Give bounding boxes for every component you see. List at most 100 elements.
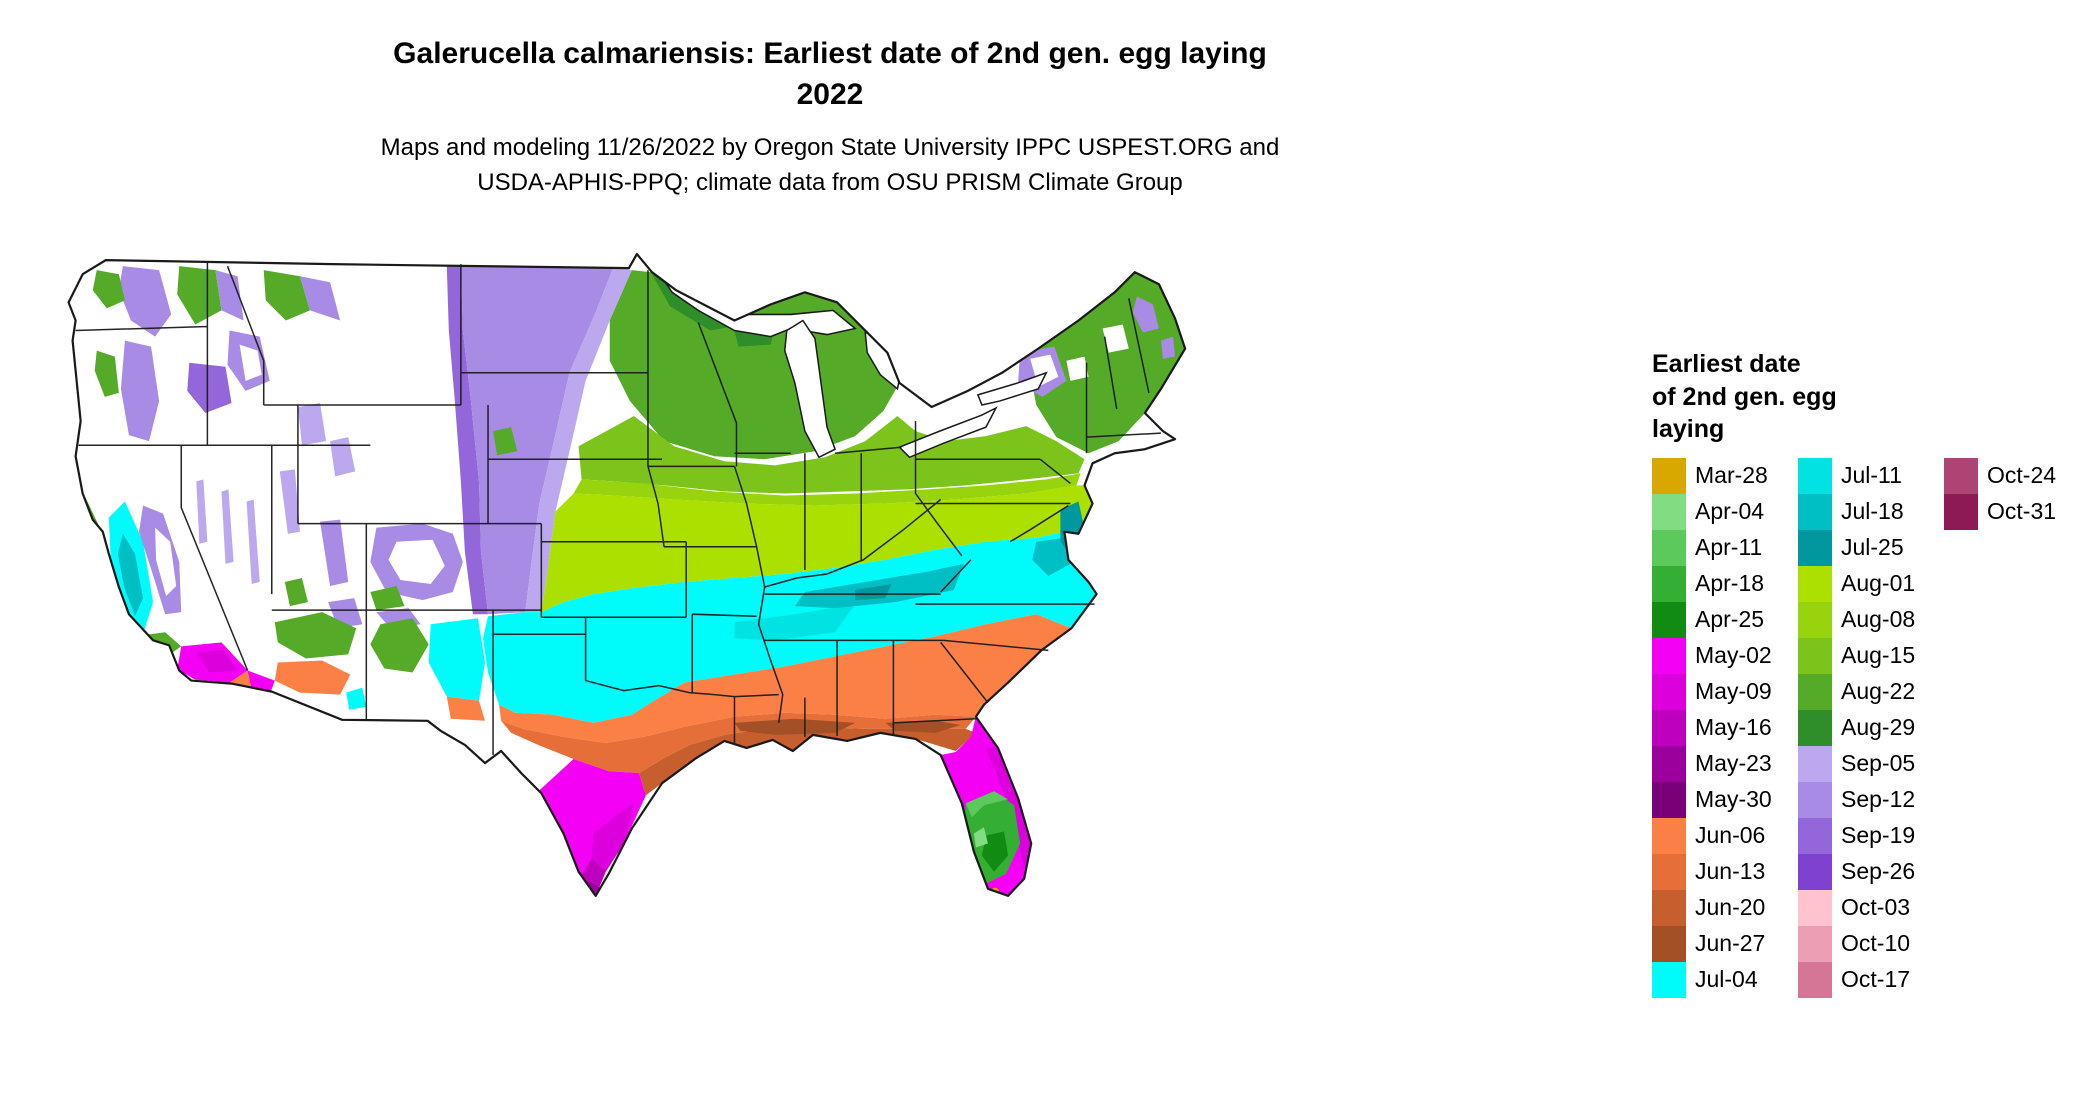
map-region-shape <box>239 344 262 381</box>
legend-swatch <box>1652 853 1686 890</box>
map-region-shape <box>573 473 1081 506</box>
map-region-shape <box>1102 324 1129 353</box>
map-region-shape <box>638 726 976 796</box>
legend-entry: Sep-19 <box>1798 817 1944 854</box>
map-region-shape <box>92 270 125 309</box>
legend-label: Aug-22 <box>1841 678 1916 704</box>
legend-entry: Apr-11 <box>1652 529 1798 566</box>
subtitle-line-2: USDA-APHIS-PPQ; climate data from OSU PR… <box>477 168 1183 196</box>
legend-entry: May-16 <box>1652 709 1798 746</box>
legend-label: Jul-04 <box>1695 966 1758 992</box>
map-region-shape <box>196 650 238 673</box>
title-line-2: 2022 <box>796 77 864 111</box>
map-region-shape <box>346 687 367 710</box>
legend-label: Apr-11 <box>1695 534 1763 560</box>
legend-entry: Apr-04 <box>1652 493 1798 530</box>
legend-label: Jun-06 <box>1695 822 1766 848</box>
legend-swatch <box>1798 853 1832 890</box>
legend-swatch <box>1798 745 1832 782</box>
legend-swatch <box>1652 601 1686 638</box>
legend-entry: Apr-25 <box>1652 601 1798 638</box>
map-region-shape <box>274 612 357 659</box>
map-region-shape <box>215 270 244 321</box>
map-region-shape <box>263 270 310 321</box>
legend-title: Earliest date of 2nd gen. egg laying <box>1652 348 2096 446</box>
map-region-shape <box>885 720 961 733</box>
legend-swatch <box>1798 601 1832 638</box>
legend-title-line-1: Earliest date <box>1652 350 1801 378</box>
legend-swatch <box>1652 889 1686 926</box>
map-region-shape <box>973 827 988 848</box>
map-region-shape <box>279 469 300 534</box>
map-region-shape <box>965 791 1009 818</box>
title-block: Galerucella calmariensis: Earliest date … <box>0 34 1660 201</box>
legend-entry: May-02 <box>1652 637 1798 674</box>
legend-title-line-2: of 2nd gen. egg <box>1652 382 1837 411</box>
map-region-shape <box>734 604 856 641</box>
legend-entry: Aug-29 <box>1798 709 1944 746</box>
legend: Earliest date of 2nd gen. egg laying Mar… <box>1652 348 2096 998</box>
us-outline <box>67 252 1187 897</box>
map-region-shape <box>320 519 349 587</box>
legend-entry: Jul-11 <box>1798 457 1944 494</box>
map-region-shape <box>370 618 429 673</box>
map-region-shape <box>330 437 356 477</box>
map-region-shape <box>246 499 260 585</box>
map-region-shape <box>177 266 222 325</box>
legend-label: May-23 <box>1695 750 1772 776</box>
legend-entry: Oct-24 <box>1944 457 2090 494</box>
map-region-shape <box>94 350 119 397</box>
legend-label: Jun-27 <box>1695 930 1766 956</box>
legend-label: May-30 <box>1695 786 1772 812</box>
legend-swatch <box>1798 457 1832 494</box>
legend-entry: Apr-18 <box>1652 565 1798 602</box>
map-region-shape <box>855 584 892 601</box>
legend-swatch <box>1652 565 1686 602</box>
legend-swatch <box>1944 493 1978 530</box>
legend-swatch <box>1798 565 1832 602</box>
map-region-shape <box>541 485 1093 613</box>
legend-entry: Jul-18 <box>1798 493 1944 530</box>
legend-entry: Jun-13 <box>1652 853 1798 890</box>
legend-label: Oct-17 <box>1841 966 1911 992</box>
legend-swatch <box>1652 745 1686 782</box>
map-region-shape <box>501 712 976 774</box>
legend-entry: Aug-08 <box>1798 601 1944 638</box>
legend-label: Mar-28 <box>1695 462 1768 488</box>
title-line-1: Galerucella calmariensis: Earliest date … <box>393 37 1267 70</box>
legend-entry: Sep-05 <box>1798 745 1944 782</box>
legend-entry: May-23 <box>1652 745 1798 782</box>
legend-entry: Aug-15 <box>1798 637 1944 674</box>
legend-swatch <box>1944 457 1978 494</box>
legend-swatch <box>1798 961 1832 998</box>
legend-swatch <box>1798 889 1832 926</box>
map-region-shape <box>187 362 232 414</box>
legend-label: May-09 <box>1695 678 1772 704</box>
legend-columns: Mar-28 Apr-04 Apr-11 Apr-18 Apr-25 May-02 May-… <box>1652 457 2096 998</box>
legend-title-line-3: laying <box>1652 415 1725 443</box>
legend-label: Oct-31 <box>1987 498 2057 524</box>
map-region-shape <box>120 340 160 442</box>
legend-column: Oct-24 Oct-31 <box>1944 457 2090 530</box>
legend-label: Jul-25 <box>1841 534 1904 560</box>
map-region-shape <box>525 266 632 613</box>
legend-label: May-02 <box>1695 642 1772 668</box>
legend-swatch <box>1798 925 1832 962</box>
legend-swatch <box>1652 529 1686 566</box>
map-region-shape <box>297 402 327 446</box>
legend-entry: May-30 <box>1652 781 1798 818</box>
legend-label: Apr-18 <box>1695 570 1765 596</box>
map-region-shape <box>499 614 1072 743</box>
legend-entry: Aug-01 <box>1798 565 1944 602</box>
legend-label: Jun-13 <box>1695 858 1766 884</box>
legend-swatch <box>1652 817 1686 854</box>
map-region-shape <box>538 759 646 896</box>
legend-entry: Jun-27 <box>1652 925 1798 962</box>
map-region-shape <box>149 654 169 671</box>
legend-entry: Jul-04 <box>1652 961 1798 998</box>
map-region-shape <box>578 416 1085 494</box>
legend-label: Aug-01 <box>1841 570 1916 596</box>
map-region-shape <box>985 747 1032 869</box>
map-region-shape <box>428 618 486 701</box>
